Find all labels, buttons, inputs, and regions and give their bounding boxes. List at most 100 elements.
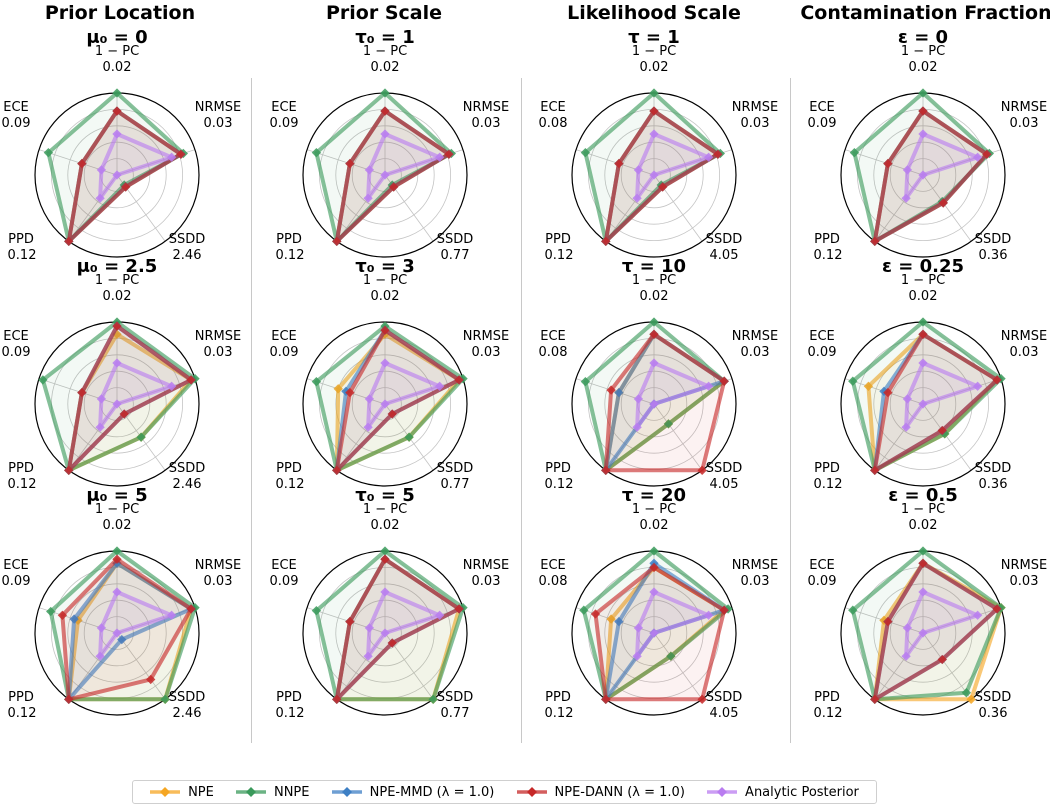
axis-label: ECE	[271, 558, 297, 573]
data-point	[883, 158, 893, 169]
grid-spoke	[922, 174, 972, 242]
data-point	[112, 628, 122, 638]
axis-label: NRMSE	[1001, 329, 1047, 344]
data-point	[632, 651, 642, 661]
panel-title: ε = 0.5	[888, 485, 958, 506]
data-point	[117, 634, 127, 645]
axis-max-label: 4.05	[710, 477, 739, 492]
data-point	[579, 605, 589, 615]
legend-marker	[341, 787, 352, 797]
data-point	[166, 610, 177, 620]
axis-label: SSDD	[706, 461, 743, 476]
axis-max-label: 0.02	[909, 289, 938, 304]
data-point	[918, 329, 928, 339]
series-line	[603, 109, 720, 244]
axis-max-label: 0.09	[808, 574, 837, 589]
series-line	[904, 132, 980, 201]
legend-label: NNPE	[273, 784, 310, 800]
axis-label: ECE	[3, 329, 29, 344]
data-point	[380, 129, 390, 139]
panel-title: μ₀ = 5	[86, 485, 147, 506]
legend-marker	[717, 787, 728, 797]
axis-max-label: 0.03	[1010, 116, 1039, 131]
data-point	[112, 106, 122, 116]
data-point	[95, 422, 105, 432]
axis-label: ECE	[271, 329, 297, 344]
axis-max-label: 0.03	[472, 345, 501, 360]
axis-max-label: 0.12	[545, 248, 574, 263]
panel-title: τ = 10	[622, 256, 686, 277]
series-line	[366, 132, 442, 201]
data-point	[632, 422, 642, 432]
axis-label: ECE	[540, 558, 566, 573]
axis-label: SSDD	[169, 232, 206, 247]
data-point	[176, 149, 186, 159]
data-point	[57, 610, 68, 620]
data-point	[666, 651, 676, 661]
legend: NPE NNPE NPE-MMD (λ = 1.0) NPE-DANN (λ =…	[132, 780, 877, 804]
axis-max-label: 0.02	[371, 518, 400, 533]
data-point	[380, 106, 390, 116]
data-point	[870, 236, 880, 246]
axis-label: 1 − PC	[363, 44, 407, 59]
axis-max-label: 0.09	[808, 116, 837, 131]
data-point	[937, 425, 947, 436]
axis-label: ECE	[809, 329, 835, 344]
data-point	[112, 554, 122, 564]
axis-label: SSDD	[706, 690, 743, 705]
panel-title: ε = 0.25	[882, 256, 964, 277]
axis-max-label: 4.05	[710, 706, 739, 721]
axis-label: PPD	[276, 461, 302, 476]
data-point	[454, 604, 464, 614]
panel-title: τ₀ = 5	[355, 485, 415, 506]
column-title: Contamination Fraction	[800, 2, 1050, 24]
data-point	[363, 193, 373, 203]
data-point	[64, 236, 74, 246]
axis-label: SSDD	[706, 232, 743, 247]
axis-label: SSDD	[169, 690, 206, 705]
axis-max-label: 0.09	[808, 345, 837, 360]
data-point	[918, 317, 928, 327]
axis-label: SSDD	[169, 461, 206, 476]
axis-max-label: 0.03	[472, 116, 501, 131]
axis-max-label: 0.08	[539, 345, 568, 360]
axis-max-label: 0.08	[539, 574, 568, 589]
axis-max-label: 0.12	[545, 477, 574, 492]
panel-title: μ₀ = 2.5	[77, 256, 158, 277]
data-point	[311, 377, 322, 387]
axis-max-label: 0.03	[204, 574, 233, 589]
axis-max-label: 0.09	[2, 116, 31, 131]
axis-label: 1 − PC	[95, 273, 139, 288]
column-title: Likelihood Scale	[567, 2, 741, 24]
data-point	[848, 376, 858, 386]
series-line	[66, 109, 183, 244]
axis-label: PPD	[8, 461, 34, 476]
data-point	[590, 609, 601, 619]
series-line	[314, 324, 465, 473]
axis-max-label: 0.77	[441, 248, 470, 263]
axis-label: PPD	[814, 690, 840, 705]
axis-max-label: 0.03	[472, 574, 501, 589]
column-separator	[790, 78, 791, 743]
data-point	[311, 148, 322, 158]
data-point	[918, 129, 928, 139]
data-point	[112, 321, 122, 331]
series-line	[593, 565, 727, 702]
series-line	[904, 361, 980, 430]
data-point	[870, 465, 880, 475]
axis-max-label: 0.03	[741, 574, 770, 589]
panel-title: τ₀ = 1	[355, 27, 415, 48]
radar-chart: μ₀ = 2.51 − PC0.02NRMSE0.03SSDD2.46PPD0.…	[2, 256, 242, 492]
data-point	[112, 129, 122, 139]
axis-max-label: 0.12	[276, 477, 305, 492]
series-line	[98, 361, 174, 430]
data-point	[166, 381, 177, 391]
column-title: Prior Location	[44, 2, 196, 24]
series-line	[635, 361, 711, 430]
